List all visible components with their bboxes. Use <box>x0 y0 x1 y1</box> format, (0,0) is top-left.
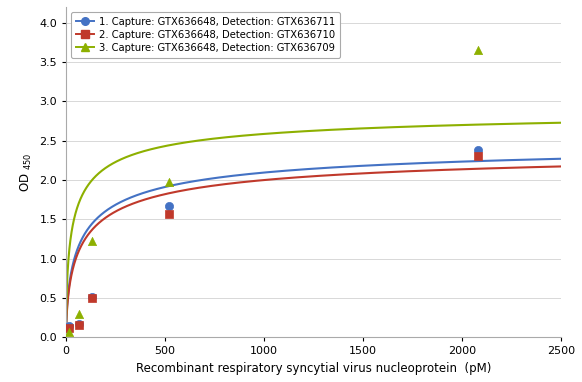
Legend: 1. Capture: GTX636648, Detection: GTX636711, 2. Capture: GTX636648, Detection: G: 1. Capture: GTX636648, Detection: GTX636… <box>71 12 340 58</box>
Point <box>87 238 97 244</box>
Point <box>87 295 97 301</box>
Point <box>64 329 73 335</box>
Point <box>74 311 84 317</box>
Y-axis label: OD $_{450}$: OD $_{450}$ <box>19 152 34 192</box>
Point <box>64 323 73 329</box>
Point <box>165 180 174 186</box>
Point <box>474 47 483 53</box>
Point <box>165 203 174 209</box>
X-axis label: Recombinant respiratory syncytial virus nucleoprotein  (pM): Recombinant respiratory syncytial virus … <box>136 362 491 375</box>
Point <box>74 321 84 327</box>
Point <box>474 147 483 153</box>
Point <box>64 325 73 331</box>
Point <box>74 322 84 328</box>
Point <box>474 154 483 160</box>
Point <box>165 211 174 217</box>
Point <box>87 293 97 299</box>
